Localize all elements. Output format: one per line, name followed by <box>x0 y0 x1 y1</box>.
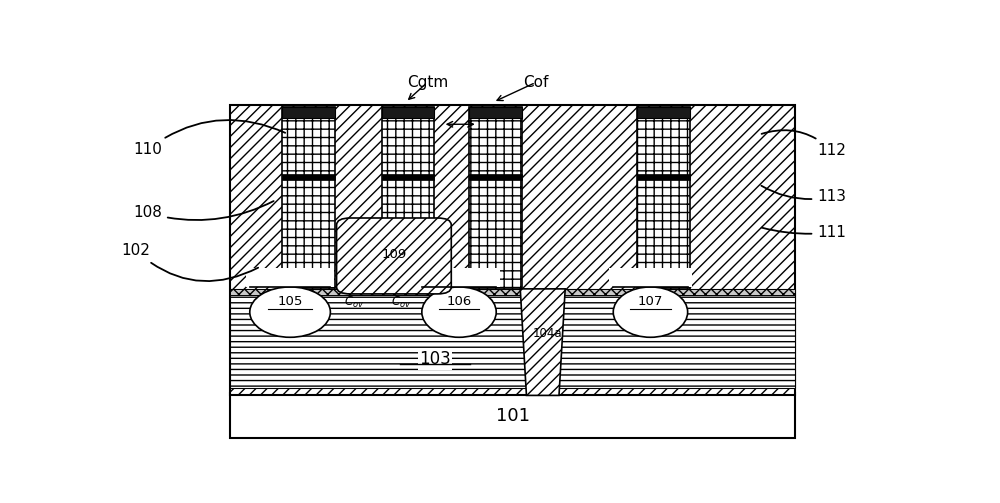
Text: 107: 107 <box>638 295 663 308</box>
Text: $C_{ov}$: $C_{ov}$ <box>391 295 411 310</box>
Bar <box>282 107 335 289</box>
Bar <box>230 393 795 438</box>
Text: 105: 105 <box>277 295 303 308</box>
Text: Cgtm: Cgtm <box>407 75 448 90</box>
Text: 112: 112 <box>762 130 846 158</box>
Text: 106: 106 <box>446 295 472 308</box>
Ellipse shape <box>422 287 496 338</box>
Text: 108: 108 <box>133 201 274 220</box>
Text: 101: 101 <box>496 407 530 425</box>
Text: 111: 111 <box>762 225 846 240</box>
Bar <box>282 174 335 180</box>
Text: 109: 109 <box>381 248 407 261</box>
Polygon shape <box>520 289 565 395</box>
Bar <box>469 107 522 289</box>
Text: 110: 110 <box>133 120 285 157</box>
Bar <box>469 107 522 119</box>
Ellipse shape <box>250 287 330 338</box>
Bar <box>230 289 795 388</box>
Bar <box>418 268 500 287</box>
Text: 102: 102 <box>122 243 258 281</box>
Bar <box>246 268 334 287</box>
Bar <box>382 107 434 289</box>
Ellipse shape <box>613 287 688 338</box>
Text: 103: 103 <box>419 351 451 368</box>
Bar <box>230 289 795 295</box>
Bar <box>382 174 434 180</box>
Bar <box>282 107 335 119</box>
Text: 104a: 104a <box>533 327 562 340</box>
Bar <box>637 107 690 289</box>
Text: 113: 113 <box>761 186 846 204</box>
Bar <box>609 268 692 287</box>
Text: $C_{ov}$: $C_{ov}$ <box>344 295 365 310</box>
Bar <box>637 174 690 180</box>
Bar <box>637 107 690 119</box>
FancyBboxPatch shape <box>337 218 451 294</box>
Bar <box>469 174 522 180</box>
Bar <box>382 107 434 119</box>
Text: Cof: Cof <box>523 75 548 90</box>
Bar <box>230 105 795 395</box>
